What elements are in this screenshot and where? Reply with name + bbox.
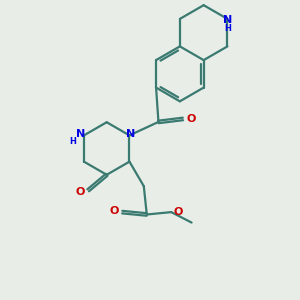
Text: O: O: [174, 207, 183, 217]
Text: N: N: [126, 129, 135, 139]
Text: N: N: [76, 129, 85, 139]
Text: H: H: [69, 137, 76, 146]
Text: O: O: [187, 114, 196, 124]
Text: H: H: [224, 24, 231, 33]
Text: N: N: [223, 14, 232, 25]
Text: O: O: [75, 187, 85, 197]
Text: O: O: [109, 206, 119, 216]
